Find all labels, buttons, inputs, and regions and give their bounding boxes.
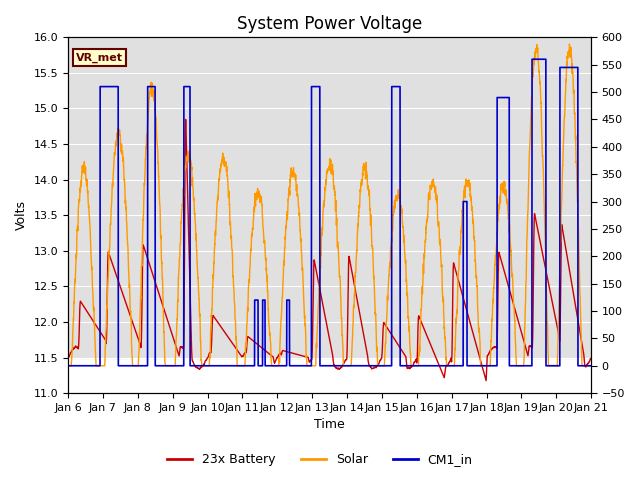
- Solar: [566, 41, 573, 47]
- Solar: [64, 363, 72, 369]
- Line: CM1_in: CM1_in: [68, 59, 591, 366]
- 23x Battery: [381, 321, 388, 326]
- 23x Battery: [176, 346, 184, 351]
- 23x Battery: [588, 356, 595, 361]
- Solar: [538, 117, 545, 123]
- CM1_in: [538, 56, 545, 62]
- Solar: [176, 240, 184, 246]
- 23x Battery: [588, 356, 595, 361]
- 23x Battery: [538, 247, 546, 252]
- 23x Battery: [390, 335, 397, 341]
- CM1_in: [176, 363, 184, 369]
- Solar: [390, 211, 397, 217]
- 23x Battery: [64, 355, 72, 361]
- Bar: [68, 37, 591, 358]
- 23x Battery: [211, 314, 218, 320]
- Line: Solar: Solar: [68, 44, 591, 366]
- Title: System Power Voltage: System Power Voltage: [237, 15, 422, 33]
- Y-axis label: Volts: Volts: [15, 200, 28, 230]
- 23x Battery: [483, 378, 490, 384]
- CM1_in: [528, 56, 536, 62]
- 23x Battery: [182, 117, 189, 122]
- CM1_in: [211, 363, 218, 369]
- X-axis label: Time: Time: [314, 419, 345, 432]
- CM1_in: [587, 363, 595, 369]
- CM1_in: [390, 84, 397, 89]
- Solar: [588, 363, 595, 369]
- Solar: [381, 363, 388, 369]
- CM1_in: [64, 363, 72, 369]
- Legend: 23x Battery, Solar, CM1_in: 23x Battery, Solar, CM1_in: [163, 448, 477, 471]
- CM1_in: [381, 363, 388, 369]
- Solar: [211, 254, 218, 260]
- Text: VR_met: VR_met: [76, 52, 123, 63]
- Solar: [587, 363, 595, 369]
- CM1_in: [588, 363, 595, 369]
- Line: 23x Battery: 23x Battery: [68, 120, 591, 381]
